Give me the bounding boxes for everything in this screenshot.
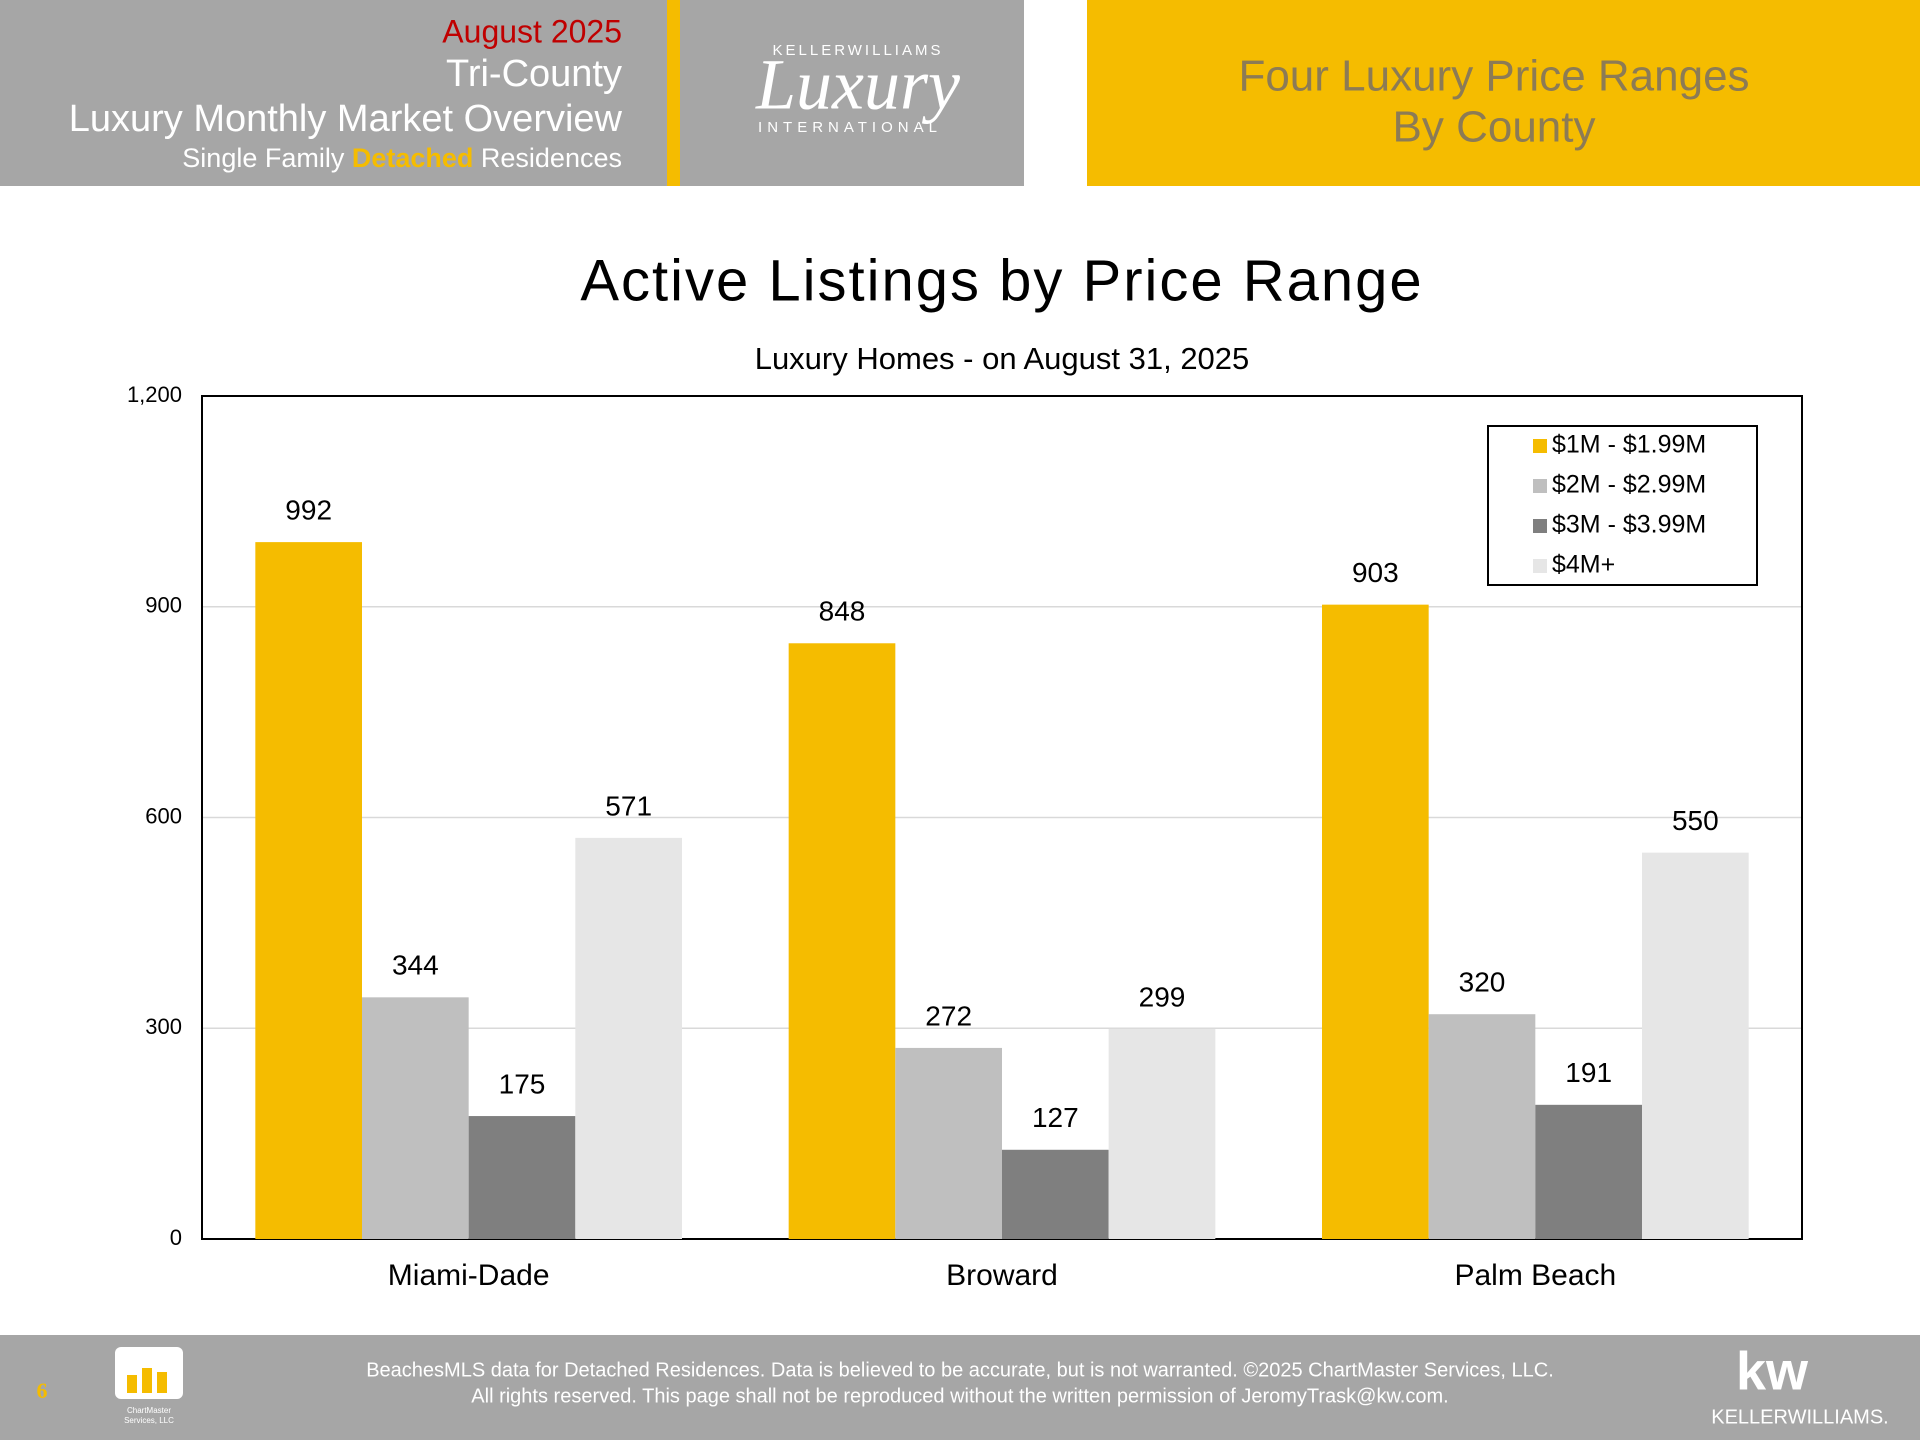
- chart-title: Active Listings by Price Range: [580, 248, 1423, 313]
- kw-logo: kw: [1736, 1341, 1809, 1401]
- data-label: 175: [499, 1068, 546, 1099]
- subtitle-part: Residences: [473, 143, 622, 173]
- y-tick-label: 300: [145, 1014, 182, 1039]
- legend-swatch: [1533, 439, 1547, 453]
- logo-tagline: INTERNATIONAL: [758, 119, 942, 136]
- legend-swatch: [1533, 559, 1547, 573]
- section-title: By County: [1393, 103, 1596, 152]
- header-month: August 2025: [442, 13, 622, 49]
- footer-text: BeachesMLS data for Detached Residences.…: [366, 1359, 1554, 1381]
- bar: [788, 643, 896, 1239]
- x-tick-label: Miami-Dade: [388, 1259, 550, 1292]
- icon-bar: [142, 1368, 152, 1393]
- icon-text: ChartMaster: [127, 1406, 171, 1415]
- bar: [1642, 852, 1749, 1239]
- data-label: 299: [1139, 981, 1186, 1012]
- header-subtitle: Single Family Detached Residences: [182, 143, 622, 173]
- bar: [468, 1116, 576, 1239]
- y-tick-label: 900: [145, 593, 182, 618]
- data-label: 903: [1352, 557, 1399, 588]
- legend-swatch: [1533, 519, 1547, 533]
- bar: [255, 542, 362, 1239]
- bar: [895, 1047, 1002, 1239]
- bar: [1322, 604, 1429, 1239]
- bar: [1535, 1104, 1642, 1239]
- bar: [362, 997, 469, 1239]
- legend-label: $1M - $1.99M: [1552, 431, 1706, 459]
- page-number: 6: [37, 1378, 48, 1403]
- bar: [1002, 1149, 1109, 1239]
- legend-label: $4M+: [1552, 551, 1615, 579]
- footer-panel: [0, 1335, 1920, 1440]
- bar: [1428, 1014, 1536, 1239]
- subtitle-highlight: Detached: [352, 143, 474, 173]
- subtitle-part: Single Family: [182, 143, 352, 173]
- legend-label: $2M - $2.99M: [1552, 471, 1706, 499]
- kw-name: KELLERWILLIAMS.: [1711, 1406, 1888, 1428]
- data-label: 992: [285, 495, 332, 526]
- icon-text: Services, LLC: [124, 1416, 174, 1425]
- bar: [1108, 1028, 1216, 1239]
- legend-label: $3M - $3.99M: [1552, 511, 1706, 539]
- y-tick-label: 0: [170, 1225, 182, 1250]
- chart-subtitle: Luxury Homes - on August 31, 2025: [755, 341, 1250, 376]
- y-tick-label: 1,200: [127, 382, 182, 407]
- data-label: 191: [1565, 1057, 1612, 1088]
- header-panel: [0, 0, 1024, 186]
- legend-swatch: [1533, 479, 1547, 493]
- footer-text: All rights reserved. This page shall not…: [471, 1385, 1448, 1407]
- legend-box: [1487, 425, 1758, 586]
- data-label: 344: [392, 950, 439, 981]
- data-label: 571: [605, 790, 652, 821]
- x-tick-label: Broward: [946, 1259, 1058, 1292]
- section-title: Four Luxury Price Ranges: [1238, 52, 1749, 101]
- chart: 0 300 600 900 1,200 Miami-Dade 992 344 175 571 Bro…: [127, 382, 1803, 1292]
- header-report: Luxury Monthly Market Overview: [69, 98, 623, 140]
- header-region: Tri-County: [446, 53, 622, 95]
- data-label: 127: [1032, 1102, 1079, 1133]
- icon-bar: [127, 1375, 137, 1393]
- logo-script: Luxury: [755, 45, 960, 125]
- data-label: 848: [819, 596, 866, 627]
- header-stripe: [667, 0, 680, 186]
- bar: [575, 837, 682, 1239]
- x-tick-label: Palm Beach: [1454, 1259, 1616, 1292]
- data-label: 550: [1672, 805, 1719, 836]
- data-label: 272: [925, 1000, 972, 1031]
- y-tick-label: 600: [145, 803, 182, 828]
- icon-bar: [157, 1372, 167, 1393]
- data-label: 320: [1459, 967, 1506, 998]
- section-panel: [1087, 0, 1920, 186]
- logo-brand: KELLERWILLIAMS: [773, 42, 944, 59]
